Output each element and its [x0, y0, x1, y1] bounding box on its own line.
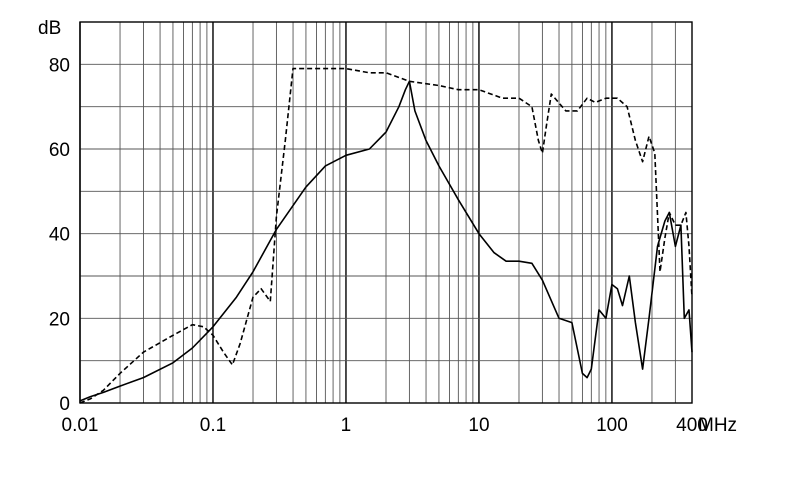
y-tick-label: 20 — [49, 309, 70, 330]
y-tick-label: 80 — [49, 55, 70, 76]
x-tick-label: 0.1 — [200, 415, 226, 436]
x-tick-label: 0.01 — [62, 415, 99, 436]
y-unit-label: dB — [38, 18, 61, 39]
axis-layer: 0 20 40 60 80 0.01 0.1 1 10 100 400 — [49, 55, 708, 436]
x-tick-label: 100 — [596, 415, 628, 436]
x-tick-label: 1 — [341, 415, 352, 436]
x-tick-label: 400 — [676, 415, 708, 436]
series-line-dashed — [79, 67, 693, 404]
series-line-solid — [79, 80, 693, 402]
y-tick-label: 40 — [49, 225, 70, 246]
y-tick-label: 0 — [59, 394, 70, 415]
plot-frame — [79, 21, 693, 404]
x-unit-label: MHz — [698, 415, 737, 436]
y-tick-label: 60 — [49, 140, 70, 161]
x-tick-label: 10 — [468, 415, 489, 436]
grid-layer — [79, 21, 693, 404]
series-layer — [79, 67, 693, 404]
